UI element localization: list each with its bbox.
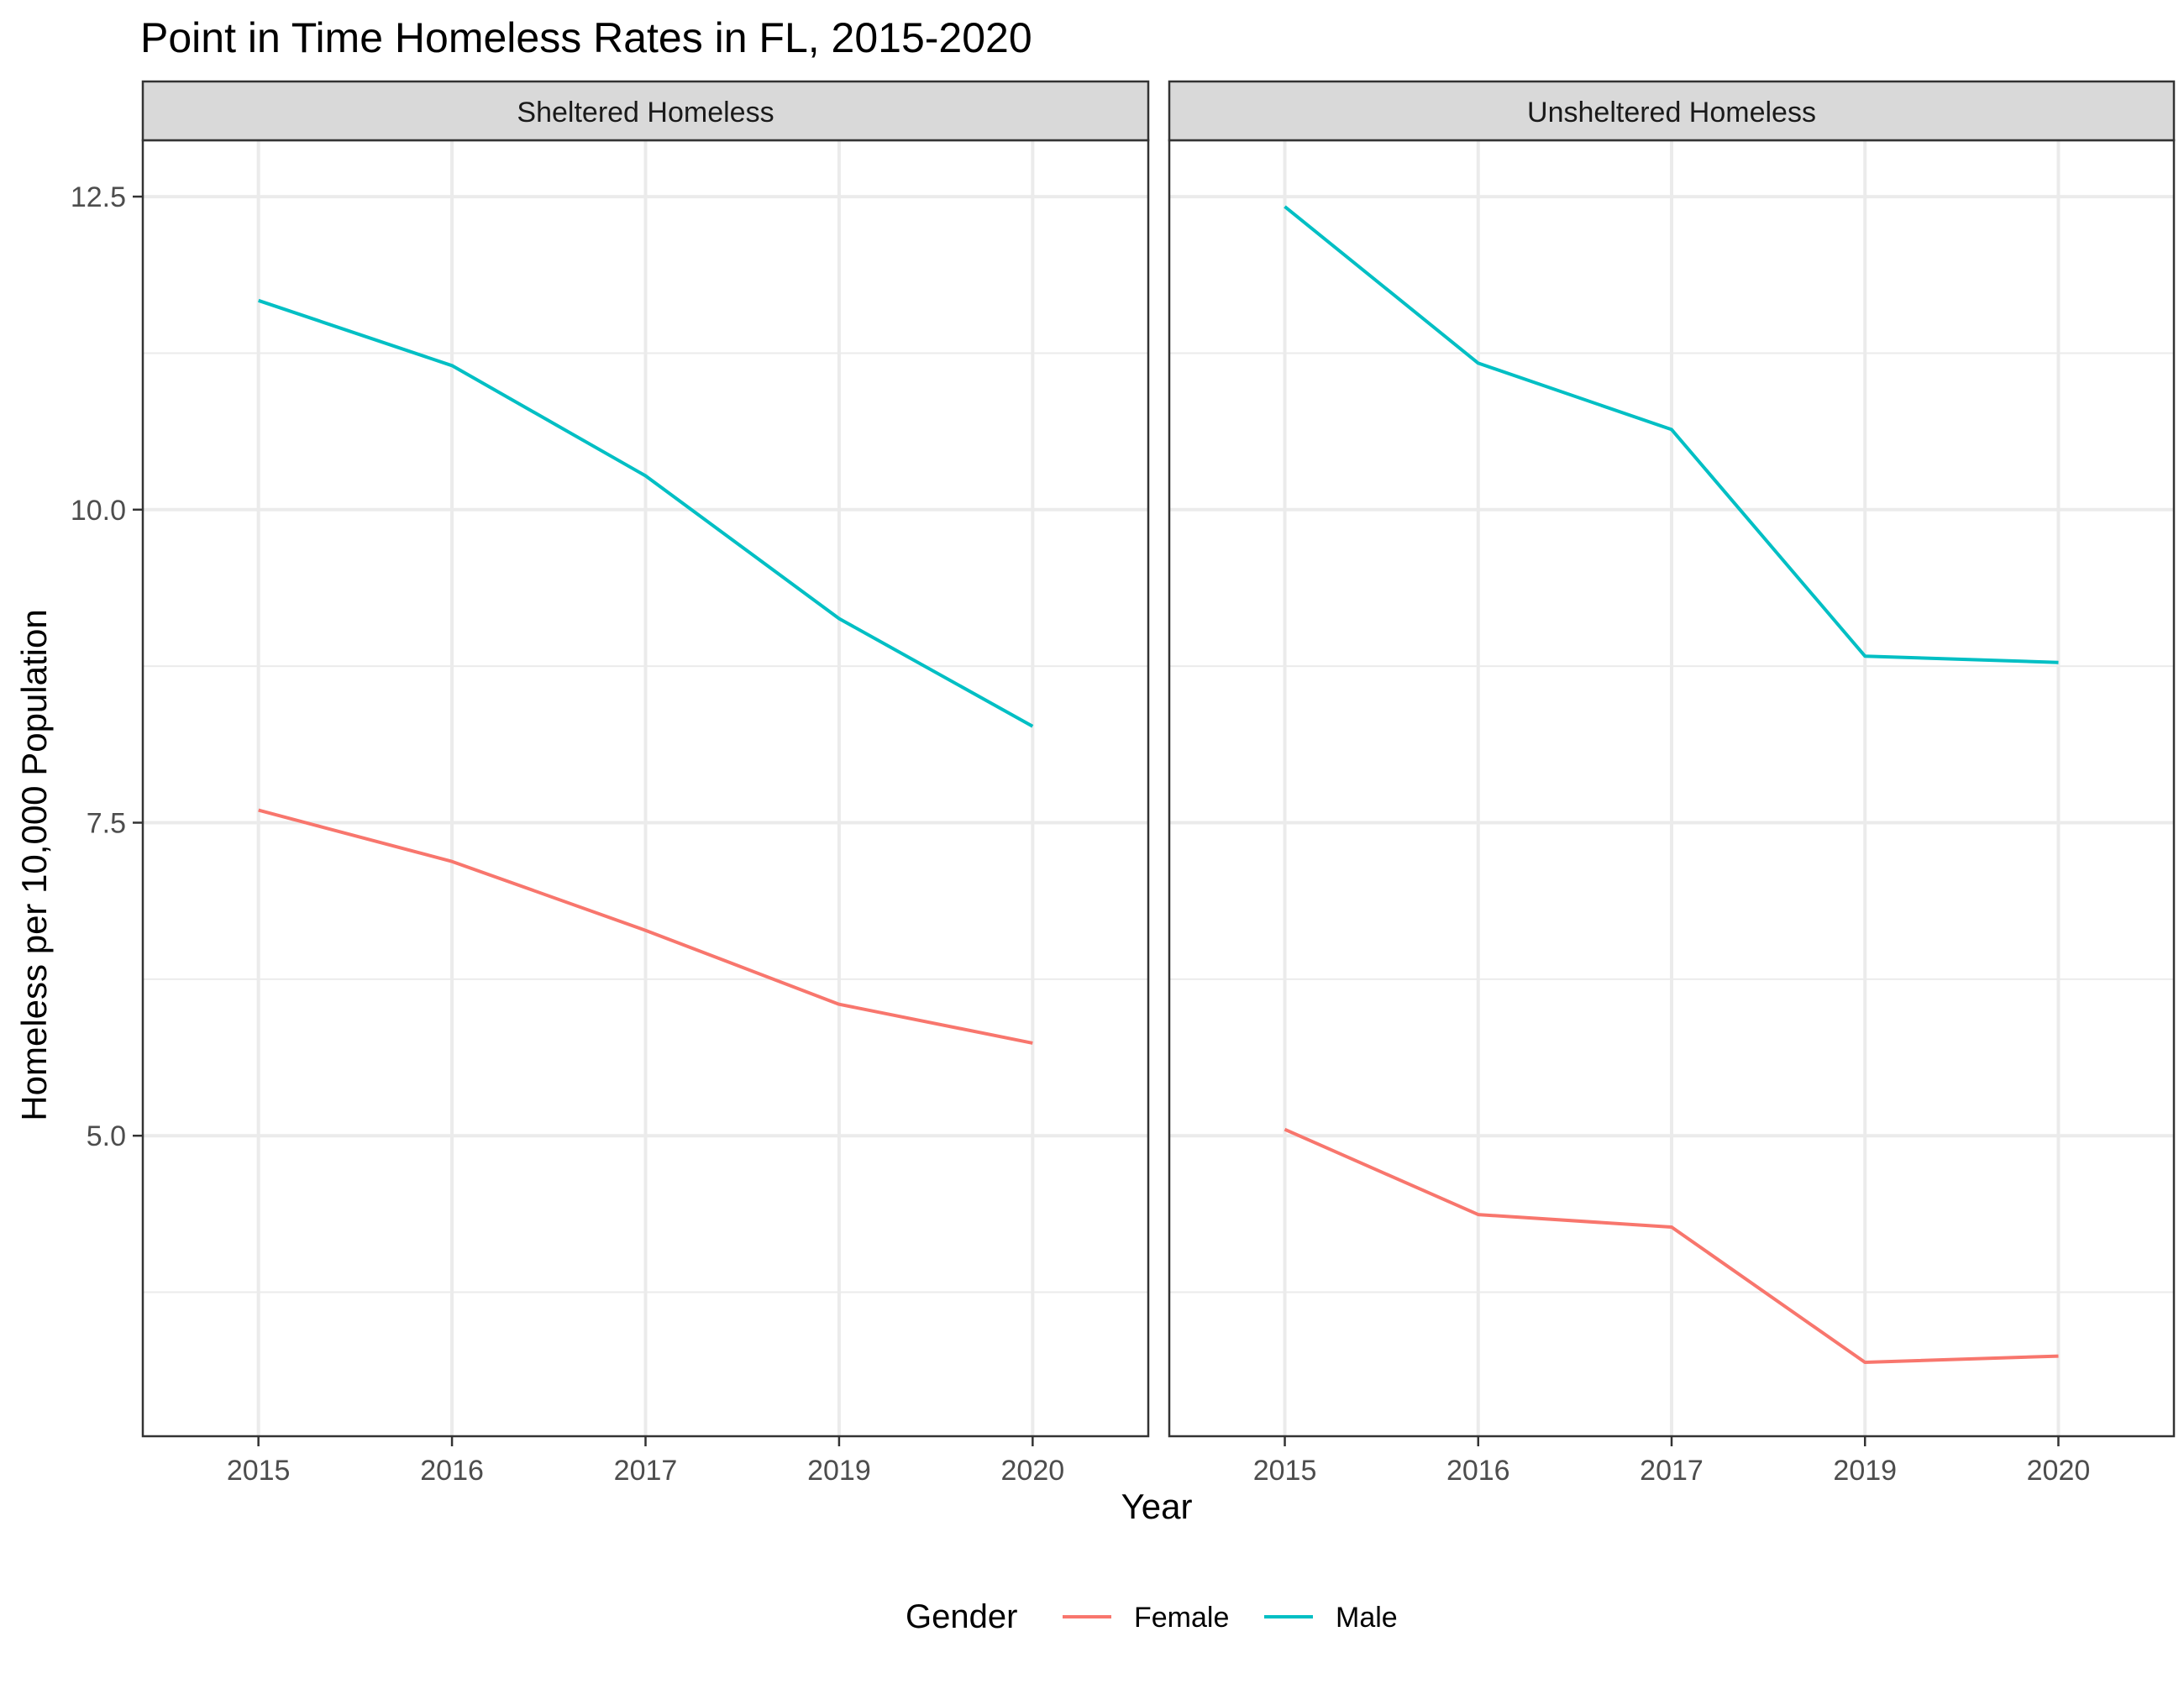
x-tick-label: 2020 xyxy=(2027,1455,2091,1487)
y-axis-label: Homeless per 10,000 Population xyxy=(14,609,54,1120)
legend-item-female: Female xyxy=(1063,1602,1229,1634)
legend-label-male: Male xyxy=(1336,1602,1398,1634)
facet-strip-label: Unsheltered Homeless xyxy=(1527,97,1816,129)
y-tick-label: 5.0 xyxy=(87,1120,126,1152)
x-axis-label: Year xyxy=(1121,1487,1193,1526)
x-tick-label: 2016 xyxy=(420,1455,484,1487)
legend-title: Gender xyxy=(906,1598,1017,1635)
x-tick-label: 2015 xyxy=(1253,1455,1317,1487)
facet-panel: Unsheltered Homeless 2015 2016 2017 2019 2020 xyxy=(1168,80,2176,1487)
x-tick-label: 2017 xyxy=(614,1455,678,1487)
facet-panel: Sheltered Homeless 2015 2016 2017 2019 2020 5.… xyxy=(71,80,1150,1487)
series-line-male xyxy=(1284,205,2059,664)
chart-title: Point in Time Homeless Rates in FL, 2015… xyxy=(140,14,1032,61)
y-tick-label: 10.0 xyxy=(71,495,126,527)
facet-panels: Sheltered Homeless 2015 2016 2017 2019 2020 5.… xyxy=(71,80,2176,1487)
legend-label-female: Female xyxy=(1134,1602,1229,1634)
x-tick-label: 2016 xyxy=(1446,1455,1510,1487)
x-tick-label: 2019 xyxy=(1833,1455,1897,1487)
legend-item-male: Male xyxy=(1264,1602,1398,1634)
legend: Gender Female Male xyxy=(906,1598,1398,1635)
y-tick-label: 7.5 xyxy=(87,807,126,839)
x-tick-label: 2015 xyxy=(227,1455,291,1487)
y-tick-label: 12.5 xyxy=(71,181,126,213)
legend-items: Female Male xyxy=(1063,1602,1398,1634)
series-line-male xyxy=(258,298,1034,728)
facet-strip xyxy=(1168,80,2176,142)
facet-strip-label: Sheltered Homeless xyxy=(517,97,774,129)
series-line-female xyxy=(1284,1127,2059,1364)
facet-strip xyxy=(141,80,1150,142)
series-line-female xyxy=(258,808,1033,1045)
x-tick-label: 2020 xyxy=(1001,1455,1065,1487)
x-tick-label: 2017 xyxy=(1640,1455,1704,1487)
x-tick-label: 2019 xyxy=(807,1455,871,1487)
